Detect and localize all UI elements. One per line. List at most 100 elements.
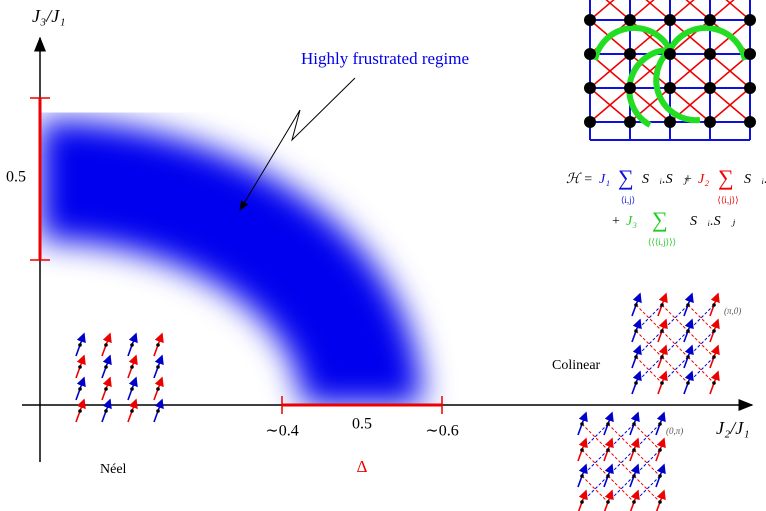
j2-bond [630, 0, 670, 20]
spin-site [130, 343, 134, 347]
spin-site [686, 355, 690, 359]
lattice [584, 0, 756, 140]
site [664, 48, 676, 60]
spin [128, 378, 136, 400]
diagram: J₃/J₁ J₂/J₁ 0.5 ∼0.4 0.5 ∼0.6 Highly fru… [0, 0, 766, 511]
spin-site [712, 303, 716, 307]
spin [656, 413, 664, 435]
spin [102, 334, 110, 356]
spin [578, 413, 586, 435]
spin [128, 356, 136, 378]
spin-site [634, 355, 638, 359]
spin [128, 334, 136, 356]
spin-site [78, 387, 82, 391]
coupling: J₃ [626, 214, 637, 229]
site [624, 82, 636, 94]
spin-site [712, 381, 716, 385]
spin-site [104, 387, 108, 391]
spin [102, 378, 110, 400]
spin-site [580, 500, 584, 504]
product: S⃗ᵢ.S⃗ⱼ [642, 172, 687, 187]
spin-site [104, 409, 108, 413]
spin [632, 346, 640, 368]
index: ⟨⟨i,j⟩⟩ [717, 195, 738, 205]
spin [658, 372, 666, 394]
product: S⃗ᵢ.S⃗ⱼ [690, 214, 735, 229]
spin-site [686, 329, 690, 333]
spin-site [686, 303, 690, 307]
spin [684, 294, 692, 316]
spin-site [156, 343, 160, 347]
spin [604, 413, 612, 435]
spin-site [606, 474, 610, 478]
spin-site [156, 365, 160, 369]
spin-site [130, 365, 134, 369]
spin [656, 439, 664, 461]
spin [684, 372, 692, 394]
spin [710, 372, 718, 394]
neel-label: Néel [100, 462, 127, 477]
spin-site [634, 381, 638, 385]
site [744, 48, 756, 60]
spin [630, 465, 638, 487]
site [744, 82, 756, 94]
spin-site [658, 422, 662, 426]
spin-site [632, 422, 636, 426]
y-tick-label: 0.5 [6, 169, 26, 186]
frustrated-band [40, 180, 362, 405]
spin-site [606, 422, 610, 426]
colinear-label: Colinear [552, 358, 601, 373]
spin-site [156, 409, 160, 413]
site [624, 48, 636, 60]
x-axis-label: J₂/J₁ [716, 418, 750, 438]
site [704, 116, 716, 128]
page: { "axes": { "y_label": "J₃/J₁", "x_label… [0, 0, 766, 511]
spin [630, 439, 638, 461]
spin-site [580, 474, 584, 478]
spin-site [130, 409, 134, 413]
spin-site [104, 365, 108, 369]
y-axis-label: J₃/J₁ [32, 6, 66, 26]
site [584, 82, 596, 94]
sum: ∑ [652, 207, 668, 232]
sum: ∑ [618, 165, 634, 190]
site [704, 14, 716, 26]
sign: + [684, 172, 692, 187]
spin [604, 465, 612, 487]
spin [710, 346, 718, 368]
spin-site [634, 303, 638, 307]
spin [684, 320, 692, 342]
site [624, 116, 636, 128]
site [664, 82, 676, 94]
spin [632, 320, 640, 342]
spin-site [658, 448, 662, 452]
spin [154, 400, 162, 422]
spin [128, 400, 136, 422]
spin-site [606, 448, 610, 452]
gap-label: Δ [357, 457, 368, 476]
site [704, 82, 716, 94]
spin [76, 356, 84, 378]
site [664, 14, 676, 26]
site [584, 116, 596, 128]
spin-site [632, 448, 636, 452]
spin-site [632, 474, 636, 478]
index: ⟨i,j⟩ [621, 195, 635, 205]
spin [710, 294, 718, 316]
index: ⟨⟨⟨i,j⟩⟩⟩ [648, 237, 676, 247]
spin [632, 372, 640, 394]
site [744, 116, 756, 128]
spin [630, 413, 638, 435]
spin [658, 320, 666, 342]
spin [102, 400, 110, 422]
spin-site [658, 474, 662, 478]
spin-site [660, 381, 664, 385]
hamiltonian-symbol: ℋ = [566, 172, 593, 187]
spin-site [78, 343, 82, 347]
spin-site [634, 329, 638, 333]
spin [578, 439, 586, 461]
site [744, 14, 756, 26]
product: S⃗ᵢ.S⃗ⱼ [744, 172, 766, 187]
spin-site [712, 329, 716, 333]
spin-site [632, 500, 636, 504]
